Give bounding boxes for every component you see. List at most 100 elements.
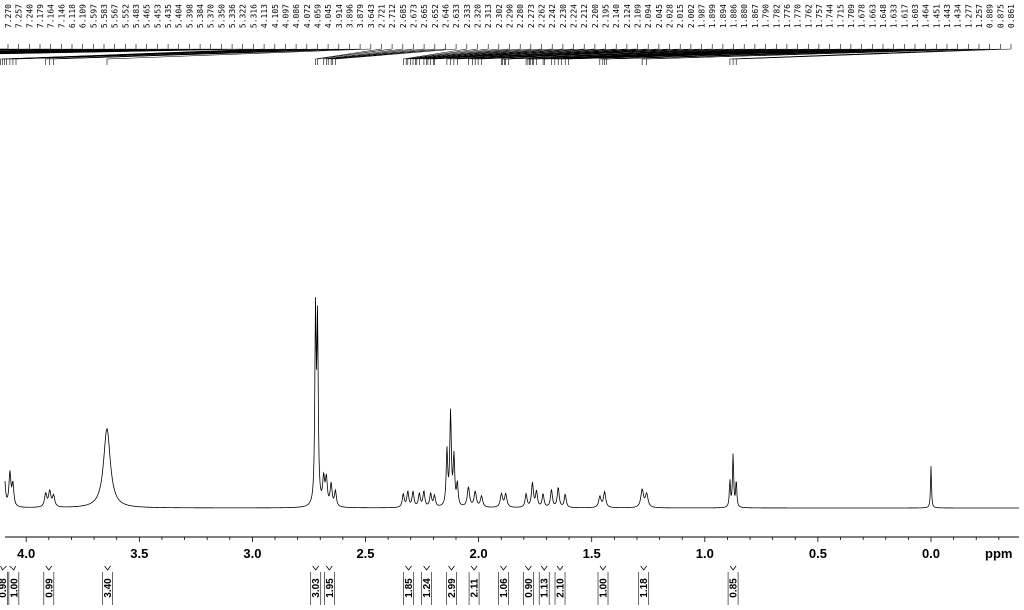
peak-leader-line <box>468 44 660 65</box>
tick-label: 1.5 <box>583 546 601 561</box>
peak-leader-line <box>0 44 179 54</box>
peak-label: 2.028 <box>666 4 675 28</box>
peak-leader-line <box>0 44 126 53</box>
peak-label: 0.889 <box>986 4 995 28</box>
integral-bracket <box>640 565 648 571</box>
peak-label: 1.443 <box>943 4 952 28</box>
integral-value: 1.18 <box>639 578 650 598</box>
peak-leader-line <box>330 44 436 65</box>
peak-leader-line <box>481 44 702 65</box>
peak-leader-line <box>403 44 468 65</box>
peak-leader-line <box>326 44 414 65</box>
integral-bracket <box>448 565 455 571</box>
integral-bracket <box>540 565 548 571</box>
peak-label: 1.867 <box>751 4 760 28</box>
peak-leader-line <box>410 44 500 65</box>
peak-leader-line <box>0 44 62 51</box>
peak-label: 5.370 <box>207 4 216 28</box>
integral-value: 1.00 <box>599 578 610 598</box>
integral-bracket <box>325 565 333 571</box>
peak-label: 2.685 <box>399 4 408 28</box>
peak-label: 1.709 <box>847 4 856 28</box>
peak-label: 5.435 <box>164 4 173 28</box>
integral-value: 3.40 <box>103 578 114 598</box>
peak-label: 2.665 <box>420 4 429 28</box>
peak-label: 5.567 <box>111 4 120 28</box>
peak-label: 2.320 <box>474 4 483 28</box>
integral-value: 2.10 <box>556 578 567 598</box>
peak-label: 1.663 <box>868 4 877 28</box>
integral-bracket <box>470 565 478 571</box>
peak-leader-line <box>450 44 628 65</box>
peak-leader-line <box>0 44 73 51</box>
peak-leader-line <box>323 44 404 65</box>
peak-leader-line <box>568 44 916 65</box>
peak-leader-line <box>0 44 41 50</box>
peak-leader-line <box>315 44 382 65</box>
peak-leader-line <box>606 44 958 65</box>
peak-label: 4.045 <box>324 4 333 28</box>
peak-label: 5.597 <box>89 4 98 28</box>
peak-label: 4.097 <box>281 4 290 28</box>
peak-leader-line <box>474 44 681 65</box>
peak-leader-line <box>0 44 30 50</box>
peak-label: 2.109 <box>634 4 643 28</box>
integral-value: 1.24 <box>422 578 433 598</box>
peak-label: 2.140 <box>612 4 621 28</box>
peak-label: 2.652 <box>431 4 440 28</box>
integral-bracket <box>423 565 430 571</box>
peak-label: 3.643 <box>367 4 376 28</box>
peak-label: 5.453 <box>153 4 162 28</box>
peak-label: 2.673 <box>410 4 419 28</box>
integral-value: 3.03 <box>311 578 322 598</box>
peak-label: 2.200 <box>591 4 600 28</box>
integral-value: 1.00 <box>9 578 20 598</box>
peak-leader-line <box>407 44 489 65</box>
peak-label: 1.744 <box>826 4 835 28</box>
peak-label: 1.757 <box>815 4 824 28</box>
peak-label: 7.179 <box>36 4 45 28</box>
peak-leader-line <box>0 44 233 54</box>
integral-bracket <box>599 565 607 571</box>
peak-label: 7.164 <box>47 4 56 28</box>
peak-leader-line <box>446 44 617 65</box>
peak-label: 1.899 <box>708 4 717 28</box>
peak-label: 1.277 <box>964 4 973 28</box>
peak-label: 5.336 <box>228 4 237 28</box>
peak-leader-line <box>453 44 638 65</box>
peak-label: 1.880 <box>740 4 749 28</box>
peak-label: 4.072 <box>303 4 312 28</box>
peak-label: 6.118 <box>68 4 77 28</box>
peak-label: 1.790 <box>762 4 771 28</box>
integral-bracket <box>500 565 507 571</box>
peak-leader-line <box>646 44 980 65</box>
peak-label: 5.483 <box>132 4 141 28</box>
peak-label: 1.782 <box>772 4 781 28</box>
peak-label: 1.894 <box>719 4 728 28</box>
peak-label: 4.059 <box>313 4 322 28</box>
peak-label: 1.617 <box>900 4 909 28</box>
peak-label: 1.434 <box>954 4 963 28</box>
peak-leader-line <box>0 44 190 54</box>
integrals: 2.152.990.911.001.001.031.020.981.000.99… <box>0 565 740 605</box>
peak-leader-line <box>433 44 596 65</box>
peak-label: 7.270 <box>4 4 13 28</box>
tick-label: 2.5 <box>356 546 374 561</box>
peak-label: 2.195 <box>602 4 611 28</box>
peak-label: 5.350 <box>217 4 226 28</box>
integral-bracket <box>104 565 111 571</box>
peak-leader-line <box>430 44 585 65</box>
peak-label: 2.273 <box>527 4 536 28</box>
peak-leader-line <box>0 44 201 54</box>
tick-label: 0.0 <box>922 546 940 561</box>
peak-leader-line <box>434 44 606 65</box>
peak-label: 2.333 <box>463 4 472 28</box>
spectrum-plot-area <box>4 297 1019 509</box>
peak-leader-line <box>0 44 19 50</box>
peak-leader-line <box>317 44 393 65</box>
peak-leader-line <box>106 44 372 65</box>
peak-leader-line <box>15 44 329 65</box>
peak-leader-line <box>327 44 425 65</box>
peak-leader-line <box>416 44 532 65</box>
peak-leader-line <box>472 44 670 65</box>
